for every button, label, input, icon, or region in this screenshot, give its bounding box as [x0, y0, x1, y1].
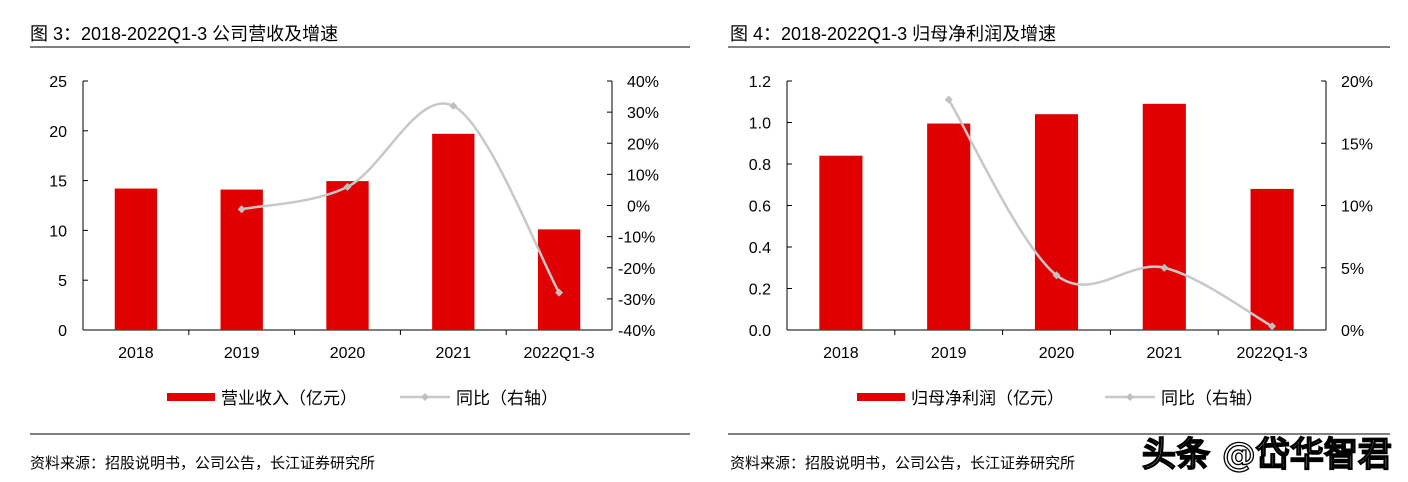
legend-line-marker [421, 393, 429, 401]
right-tick-label: 5% [1341, 261, 1364, 278]
growth-point [555, 288, 564, 297]
left-tick-label: 0.4 [749, 240, 771, 257]
source-note: 资料来源：招股说明书，公司公告，长江证券研究所 [30, 455, 375, 472]
right-tick-label: 30% [627, 105, 659, 122]
x-tick-label: 2020 [330, 345, 366, 362]
right-tick-label: 20% [627, 136, 659, 153]
right-tick-label: 0% [627, 199, 650, 216]
legend-line-marker [1126, 393, 1134, 401]
right-tick-label: 15% [1341, 136, 1373, 153]
x-tick-label: 2019 [931, 345, 967, 362]
bar-2020 [326, 181, 369, 330]
right-tick-label: 10% [627, 167, 659, 184]
left-tick-label: 20 [49, 124, 67, 141]
x-tick-label: 2018 [823, 345, 859, 362]
left-tick-label: 1.2 [749, 74, 771, 91]
bar-2022Q1-3 [537, 229, 581, 330]
x-tick-label: 2020 [1039, 345, 1075, 362]
growth-point [1052, 271, 1061, 280]
left-tick-label: 15 [49, 174, 67, 191]
growth-point [1268, 322, 1277, 331]
growth-point [944, 95, 953, 104]
chart-2: 图 4：2018-2022Q1-3 归母净利润及增速资料来源：招股说明书，公司公… [728, 24, 1390, 472]
x-tick-label: 2022Q1-3 [1237, 345, 1308, 362]
right-tick-label: 0% [1341, 323, 1364, 340]
growth-line [241, 102, 561, 294]
growth-line [947, 99, 1273, 328]
chart-title: 图 4：2018-2022Q1-3 归母净利润及增速 [730, 24, 1056, 44]
left-tick-label: 0.2 [749, 282, 771, 299]
growth-point [449, 101, 458, 110]
left-tick-label: 1.0 [749, 116, 771, 133]
left-tick-label: 5 [58, 273, 67, 290]
bar-2021 [1142, 103, 1186, 330]
growth-point [237, 205, 246, 214]
bar-2018 [819, 155, 863, 330]
source-note: 资料来源：招股说明书，公司公告，长江证券研究所 [730, 455, 1075, 472]
right-tick-label: -30% [618, 292, 655, 309]
chart-1: 图 3：2018-2022Q1-3 公司营收及增速资料来源：招股说明书，公司公告… [30, 24, 690, 472]
legend-bar-swatch [167, 393, 215, 401]
right-tick-label: -20% [618, 261, 655, 278]
left-tick-label: 0 [58, 323, 67, 340]
legend-line-label: 同比（右轴） [1161, 389, 1263, 408]
left-tick-label: 0.8 [749, 157, 771, 174]
legend-bar-label: 营业收入（亿元） [221, 389, 357, 408]
bar-2021 [432, 133, 475, 330]
x-tick-label: 2019 [224, 345, 260, 362]
x-tick-label: 2021 [436, 345, 472, 362]
left-tick-label: 25 [49, 74, 67, 91]
bar-2019 [927, 123, 971, 330]
legend-line-label: 同比（右轴） [456, 389, 558, 408]
watermark: 头条 @岱华智君 [1142, 435, 1392, 475]
x-tick-label: 2018 [118, 345, 154, 362]
x-tick-label: 2022Q1-3 [524, 345, 595, 362]
left-tick-label: 0.6 [749, 199, 771, 216]
growth-point [343, 182, 352, 191]
left-tick-label: 0.0 [749, 323, 771, 340]
right-tick-label: -40% [618, 323, 655, 340]
left-tick-label: 10 [49, 223, 67, 240]
legend-bar-label: 归母净利润（亿元） [911, 389, 1064, 408]
chart-title: 图 3：2018-2022Q1-3 公司营收及增速 [30, 24, 338, 44]
right-tick-label: 10% [1341, 199, 1373, 216]
bar-2022Q1-3 [1250, 188, 1294, 330]
growth-point [1160, 263, 1169, 272]
right-tick-label: 20% [1341, 74, 1373, 91]
bar-2020 [1034, 114, 1079, 330]
legend-bar-swatch [857, 393, 905, 401]
right-tick-label: -10% [618, 230, 655, 247]
right-tick-label: 40% [627, 74, 659, 91]
x-tick-label: 2021 [1147, 345, 1183, 362]
bar-2018 [114, 188, 158, 330]
